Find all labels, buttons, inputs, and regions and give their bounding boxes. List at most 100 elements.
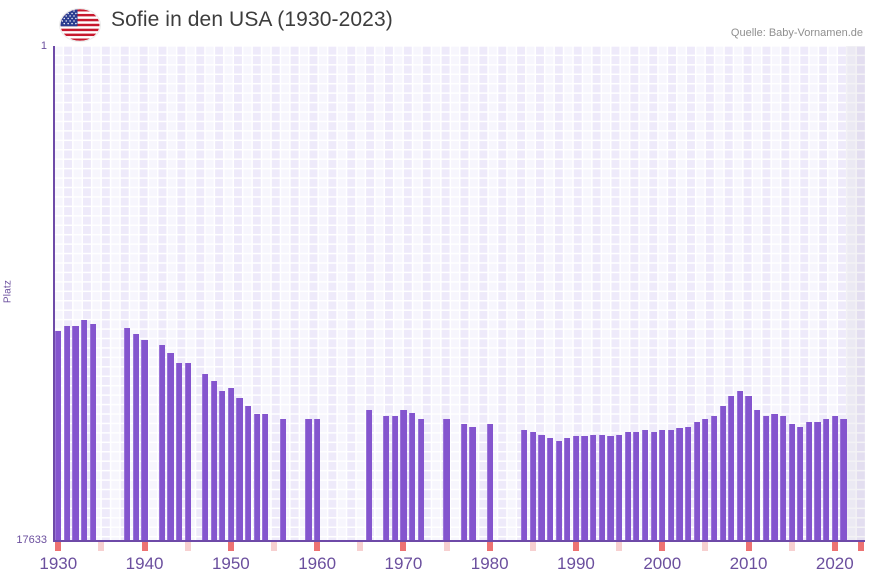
bar[interactable] bbox=[210, 380, 217, 541]
bar[interactable] bbox=[814, 422, 821, 541]
bar[interactable] bbox=[443, 419, 450, 541]
x-axis-tick-label: 1960 bbox=[298, 554, 337, 573]
bar[interactable] bbox=[227, 388, 234, 541]
x-axis-tick-label: 2010 bbox=[729, 554, 768, 573]
bar[interactable] bbox=[167, 353, 174, 541]
bar[interactable] bbox=[262, 413, 269, 541]
x-tick-minor bbox=[529, 542, 536, 551]
bar[interactable] bbox=[175, 363, 183, 541]
bar[interactable] bbox=[581, 436, 588, 541]
bar[interactable] bbox=[572, 436, 580, 541]
bar[interactable] bbox=[417, 419, 424, 541]
chart-header: Sofie in den USA (1930-2023) Quelle: Bab… bbox=[0, 0, 873, 46]
bar[interactable] bbox=[219, 391, 226, 541]
x-tick-minor bbox=[616, 542, 623, 551]
x-tick-minor bbox=[443, 542, 450, 551]
bar[interactable] bbox=[236, 398, 243, 541]
bar[interactable] bbox=[63, 325, 71, 541]
bar[interactable] bbox=[279, 419, 286, 541]
bar[interactable] bbox=[201, 373, 209, 541]
x-tick-major bbox=[831, 542, 838, 551]
bar[interactable] bbox=[685, 426, 692, 541]
bar[interactable] bbox=[72, 325, 79, 541]
bar[interactable] bbox=[650, 432, 657, 541]
x-tick-major bbox=[227, 542, 234, 551]
x-axis-tick-label: 2000 bbox=[643, 554, 682, 573]
bar[interactable] bbox=[400, 410, 407, 541]
bar[interactable] bbox=[823, 419, 830, 541]
x-axis-tick-label: 1970 bbox=[384, 554, 423, 573]
plot-area bbox=[54, 46, 865, 541]
x-tick-minor bbox=[788, 542, 795, 551]
bar[interactable] bbox=[546, 438, 554, 541]
bar[interactable] bbox=[564, 438, 571, 541]
bar[interactable] bbox=[728, 395, 735, 541]
x-axis-tick-label: 1950 bbox=[211, 554, 250, 573]
bar[interactable] bbox=[788, 423, 795, 541]
bar[interactable] bbox=[555, 440, 562, 541]
bar[interactable] bbox=[693, 422, 700, 541]
bar[interactable] bbox=[89, 323, 96, 541]
bar[interactable] bbox=[641, 430, 649, 541]
bar[interactable] bbox=[141, 340, 148, 541]
bar[interactable] bbox=[754, 410, 761, 541]
bar-series bbox=[54, 46, 865, 541]
bar[interactable] bbox=[391, 416, 398, 541]
bar[interactable] bbox=[702, 419, 709, 541]
bar[interactable] bbox=[81, 319, 88, 541]
bar[interactable] bbox=[779, 416, 787, 541]
bar[interactable] bbox=[736, 391, 743, 541]
bar[interactable] bbox=[124, 328, 131, 541]
bar[interactable] bbox=[676, 428, 683, 541]
x-axis-tick-label: 1940 bbox=[125, 554, 164, 573]
x-axis-line bbox=[53, 540, 865, 542]
bar[interactable] bbox=[607, 436, 614, 541]
x-axis-tick-label: 1980 bbox=[470, 554, 509, 573]
bar[interactable] bbox=[184, 363, 191, 541]
bar[interactable] bbox=[633, 432, 640, 541]
x-axis-tick-label: 1990 bbox=[557, 554, 595, 573]
bar[interactable] bbox=[598, 434, 605, 541]
bar[interactable] bbox=[486, 423, 493, 541]
bar[interactable] bbox=[590, 434, 597, 541]
x-tick-minor bbox=[702, 542, 709, 551]
bar[interactable] bbox=[132, 334, 140, 541]
bar[interactable] bbox=[667, 430, 674, 541]
bar[interactable] bbox=[245, 406, 252, 541]
bar[interactable] bbox=[797, 426, 804, 541]
bar[interactable] bbox=[253, 413, 260, 541]
x-tick-major bbox=[400, 542, 407, 551]
bar[interactable] bbox=[745, 395, 752, 541]
x-tick-major bbox=[486, 542, 493, 551]
bar[interactable] bbox=[55, 330, 62, 541]
x-tick-minor bbox=[184, 542, 191, 551]
chart-title: Sofie in den USA (1930-2023) bbox=[111, 8, 393, 31]
bar[interactable] bbox=[840, 419, 847, 541]
x-tick-major bbox=[659, 542, 666, 551]
bar[interactable] bbox=[408, 412, 416, 541]
bar[interactable] bbox=[365, 410, 372, 541]
source-attribution: Quelle: Baby-Vornamen.de bbox=[730, 27, 863, 39]
bar[interactable] bbox=[305, 419, 312, 541]
bar[interactable] bbox=[659, 430, 666, 541]
bar[interactable] bbox=[158, 345, 165, 541]
bar[interactable] bbox=[762, 416, 769, 541]
bar[interactable] bbox=[719, 406, 726, 541]
bar[interactable] bbox=[521, 430, 528, 541]
bar[interactable] bbox=[616, 434, 623, 541]
bar[interactable] bbox=[460, 423, 467, 541]
bar[interactable] bbox=[771, 413, 778, 541]
bar[interactable] bbox=[624, 432, 631, 541]
bar[interactable] bbox=[469, 426, 476, 541]
bar[interactable] bbox=[831, 416, 838, 541]
us-flag-icon bbox=[60, 9, 100, 41]
bar[interactable] bbox=[538, 434, 545, 541]
bar[interactable] bbox=[710, 416, 718, 541]
bar[interactable] bbox=[383, 416, 390, 541]
x-tick-major bbox=[857, 542, 864, 551]
bar[interactable] bbox=[805, 422, 813, 541]
bar[interactable] bbox=[529, 432, 536, 541]
bar[interactable] bbox=[314, 419, 321, 541]
x-axis-tick-label: 2020 bbox=[815, 554, 854, 573]
